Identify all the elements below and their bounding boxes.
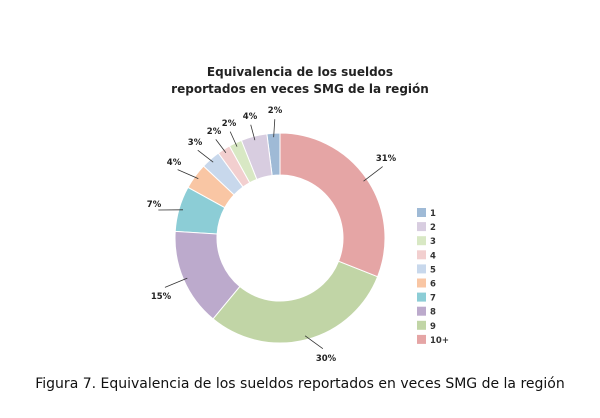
leader-lines — [158, 119, 383, 350]
pct-label-10plus: 31% — [376, 154, 397, 164]
leader-line-6 — [177, 169, 199, 180]
figure-caption: Figura 7. Equivalencia de los sueldos re… — [0, 376, 600, 392]
pct-label-3: 2% — [222, 119, 237, 129]
legend-label-1: 1 — [430, 209, 436, 219]
legend-swatch-4 — [417, 250, 426, 260]
legend-label-5: 5 — [430, 265, 436, 275]
legend-swatch-6 — [417, 278, 426, 288]
leader-line-10plus — [363, 166, 383, 182]
leader-line-1 — [273, 119, 276, 138]
leader-line-5 — [197, 149, 214, 163]
pct-label-7: 7% — [147, 200, 162, 210]
legend-swatch-10plus — [417, 334, 426, 344]
legend-swatch-1 — [417, 208, 426, 217]
caption-prefix: Figura 7. — [35, 376, 97, 392]
chart-title-line-2: reportados en veces SMG de la región — [171, 82, 429, 96]
leader-line-2 — [250, 124, 256, 141]
legend-swatch-7 — [417, 292, 426, 302]
caption-text: Equivalencia de los sueldos reportados e… — [96, 376, 565, 392]
legend-label-6: 6 — [430, 280, 436, 290]
leader-line-4 — [215, 139, 227, 153]
chart-title-line-1: Equivalencia de los sueldos — [207, 65, 393, 79]
legend-swatch-5 — [417, 264, 426, 274]
legend-label-10plus: 10+ — [430, 336, 449, 346]
legend: 1 2 3 4 5 6 7 8 9 10+ — [417, 208, 449, 346]
slice-9 — [212, 260, 379, 344]
leader-line-8 — [164, 277, 188, 288]
donut-slices — [174, 132, 386, 344]
pct-label-1: 2% — [268, 106, 283, 116]
legend-swatch-8 — [417, 306, 426, 316]
pct-label-8: 15% — [151, 292, 172, 302]
pct-label-5: 3% — [188, 138, 203, 148]
legend-label-3: 3 — [430, 237, 436, 247]
legend-swatch-2 — [417, 222, 426, 232]
legend-swatch-9 — [417, 320, 426, 330]
pct-label-6: 4% — [167, 158, 182, 168]
legend-swatch-3 — [417, 236, 426, 246]
pct-label-9: 30% — [316, 354, 337, 364]
donut-chart: Equivalencia de los sueldos reportados e… — [147, 65, 449, 364]
legend-label-9: 9 — [430, 322, 436, 332]
legend-label-7: 7 — [430, 294, 436, 304]
pct-label-4: 2% — [207, 127, 222, 137]
legend-label-4: 4 — [430, 251, 436, 261]
legend-label-2: 2 — [430, 223, 436, 233]
percentage-labels: 2%4%2%2%3%4%7%15%30%31% — [147, 106, 397, 364]
slice-10plus — [279, 132, 386, 278]
leader-line-3 — [229, 131, 238, 147]
legend-label-8: 8 — [430, 308, 436, 318]
leader-line-9 — [304, 335, 324, 350]
pct-label-2: 4% — [243, 112, 258, 122]
